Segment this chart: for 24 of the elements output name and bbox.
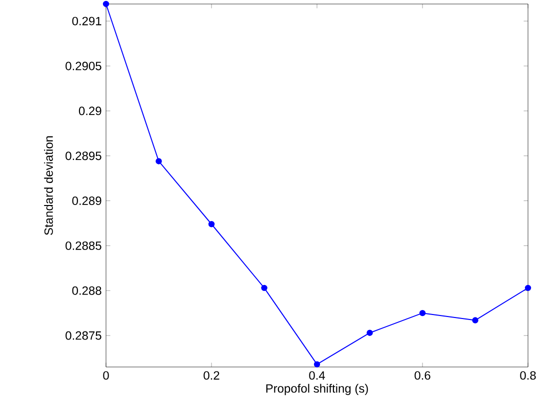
y-tick-label: 0.29 <box>78 106 102 116</box>
point <box>472 317 478 324</box>
point <box>419 310 426 316</box>
y-tick-label: 0.291 <box>72 16 102 26</box>
y-tick-label: 0.2895 <box>66 152 102 160</box>
point <box>524 284 532 292</box>
y-tick-label: 0.2885 <box>66 241 102 250</box>
x-tick-label: 0 <box>103 371 109 380</box>
x-tick-label: 0.4 <box>309 371 325 380</box>
x-tick-label: 0.8 <box>520 371 536 380</box>
point <box>102 0 110 8</box>
x-tick-label: 0.2 <box>204 371 220 380</box>
point <box>261 284 268 292</box>
point <box>208 221 215 228</box>
y-tick-label: 0.288 <box>72 286 102 295</box>
y-axis-title: Standard deviation <box>44 136 53 235</box>
point <box>156 158 162 164</box>
point <box>314 361 320 368</box>
y-tick-label: 0.289 <box>72 196 102 206</box>
point <box>366 330 373 336</box>
x-axis-title: Propofol shifting (s) <box>266 384 368 396</box>
x-tick-label: 0.6 <box>414 371 430 380</box>
y-tick-label: 0.2875 <box>66 331 102 340</box>
y-tick-label: 0.2905 <box>66 62 102 70</box>
